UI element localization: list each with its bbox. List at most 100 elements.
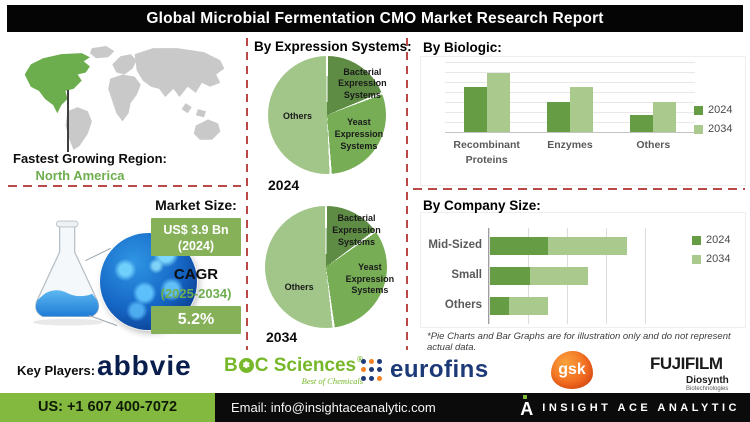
legend-item: 2034 <box>692 253 730 265</box>
insightace-wordmark: INSIGHT ACE ANALYTIC <box>542 401 740 414</box>
boc-flower-icon: ✽ <box>238 358 254 373</box>
biotechnologies-text: Biotechnologies <box>686 386 729 392</box>
boc-wordmark: B ✽ C Sciences ® <box>224 355 364 376</box>
pie-chart-expression-2034: Bacterial Expression Systems Yeast Expre… <box>265 206 394 328</box>
y-axis-label: Small <box>451 269 482 281</box>
pie-slice-label: Yeast Expression Systems <box>334 117 384 151</box>
fastest-growing-region-label: Fastest Growing Region: <box>13 151 167 166</box>
y-axis-label: Mid-Sized <box>428 239 482 251</box>
bar-segment-2024 <box>490 297 509 315</box>
market-size-value-box: US$ 3.9 Bn (2024) <box>151 218 241 256</box>
x-axis-label: Others <box>636 139 671 151</box>
registered-mark: ® <box>357 355 364 364</box>
logo-letter: A <box>520 399 534 419</box>
legend-label: 2024 <box>706 234 731 246</box>
insightace-logo-icon: A <box>520 395 534 419</box>
bar-group <box>463 62 510 132</box>
bar-2024 <box>630 115 654 132</box>
boc-tagline: Best of Chemicals <box>301 376 364 386</box>
company-size-chart-area <box>420 212 746 328</box>
disclaimer-footnote: *Pie Charts and Bar Graphs are for illus… <box>427 331 731 353</box>
market-size-year: (2024) <box>177 239 215 254</box>
bar-2024 <box>546 101 570 132</box>
stacked-bar <box>490 267 648 285</box>
continent-south-america <box>65 107 92 150</box>
continent-asia <box>134 48 225 97</box>
logo-gsk: gsk <box>551 351 593 389</box>
pie-chart-expression-2024: Bacterial Expression Systems Yeast Expre… <box>268 56 387 174</box>
bar-segment-2024 <box>490 267 530 285</box>
biologic-chart-area <box>420 56 746 186</box>
eurofins-wordmark: eurofins <box>390 356 489 383</box>
bar-segment-2034 <box>508 297 549 315</box>
legend-label: 2034 <box>708 123 733 135</box>
pie-slice-label: Others <box>282 111 312 122</box>
pie-year-label: 2034 <box>266 329 298 345</box>
legend-swatch <box>692 254 701 264</box>
fastest-growing-region-value: North America <box>35 168 125 183</box>
report-title: Global Microbial Fermentation CMO Market… <box>7 5 743 32</box>
pie-slice-label: Yeast Expression Systems <box>345 262 395 296</box>
divider <box>406 38 408 350</box>
email-address: Email: info@insightaceanalytic.com <box>231 400 436 415</box>
logo-eurofins: eurofins <box>360 356 489 384</box>
logo-fujifilm-diosynth: FUJIFILM Diosynth Biotechnologies <box>650 354 744 396</box>
pie-slice-label: Others <box>284 281 314 292</box>
biologic-bar-plot <box>445 62 695 133</box>
continent-europe <box>112 54 137 75</box>
phone-number: US: +1 607 400-7072 <box>0 393 215 422</box>
key-players-label: Key Players: <box>17 363 96 378</box>
island-southeast-asia <box>181 103 206 118</box>
map-callout-line <box>67 90 69 152</box>
legend-item: 2024 <box>692 234 730 246</box>
stacked-bar <box>490 237 648 255</box>
legend-label: 2024 <box>708 104 733 116</box>
legend-label: 2034 <box>706 253 731 265</box>
boc-sciences-text: C Sciences <box>254 355 357 376</box>
cagr-value-box: 5.2% <box>151 306 241 334</box>
section-heading-biologic: By Biologic: <box>423 40 502 55</box>
x-axis-label: Recombinant Proteins <box>453 139 520 166</box>
stacked-bar <box>490 297 648 315</box>
legend-item: 2034 <box>694 123 732 135</box>
legend-swatch <box>692 235 701 245</box>
footer-bar: US: +1 607 400-7072 Email: info@insighta… <box>0 393 750 422</box>
world-map <box>24 46 225 150</box>
logo-abbvie: abbvie <box>97 350 192 381</box>
pie-slice-label: Bacterial Expression Systems <box>338 66 387 100</box>
bar-segment-2024 <box>490 237 549 255</box>
boc-letter-b: B <box>224 355 238 376</box>
legend-swatch <box>694 105 703 115</box>
biologic-x-axis: Recombinant Proteins Enzymes Others <box>445 138 695 167</box>
continent-australia <box>193 119 221 140</box>
bar-2034 <box>653 101 677 132</box>
diosynth-wordmark: Diosynth <box>686 375 729 386</box>
cagr-period: (2025-2034) <box>160 286 232 301</box>
eurofins-dots-icon <box>360 359 383 382</box>
continent-north-america <box>24 53 90 114</box>
pie-year-label: 2024 <box>268 177 300 193</box>
logo-boc-sciences: B ✽ C Sciences ® Best of Chemicals <box>224 355 364 387</box>
fujifilm-wordmark: FUJIFILM <box>650 354 723 373</box>
section-heading-company-size: By Company Size: <box>423 198 541 213</box>
bar-2034 <box>486 72 510 132</box>
flask-illustration <box>32 220 104 326</box>
x-axis-label: Enzymes <box>547 139 593 151</box>
y-axis-label: Others <box>444 299 482 311</box>
divider <box>246 38 248 350</box>
company-size-y-axis: Mid-Sized Small Others <box>406 228 482 324</box>
continent-africa <box>108 74 141 122</box>
bar-group <box>630 62 677 132</box>
company-size-legend: 2024 2034 <box>692 234 730 265</box>
pie-slice-label: Bacterial Expression Systems <box>332 213 381 247</box>
divider <box>8 185 241 187</box>
bar-2024 <box>463 86 487 132</box>
bar-segment-2034 <box>529 267 588 285</box>
market-size-heading: Market Size: <box>155 197 237 213</box>
company-size-bar-plot <box>488 228 647 324</box>
legend-item: 2024 <box>694 104 732 116</box>
legend-swatch <box>694 124 703 134</box>
flask-rim <box>55 220 79 228</box>
market-size-value: US$ 3.9 Bn <box>163 223 229 237</box>
